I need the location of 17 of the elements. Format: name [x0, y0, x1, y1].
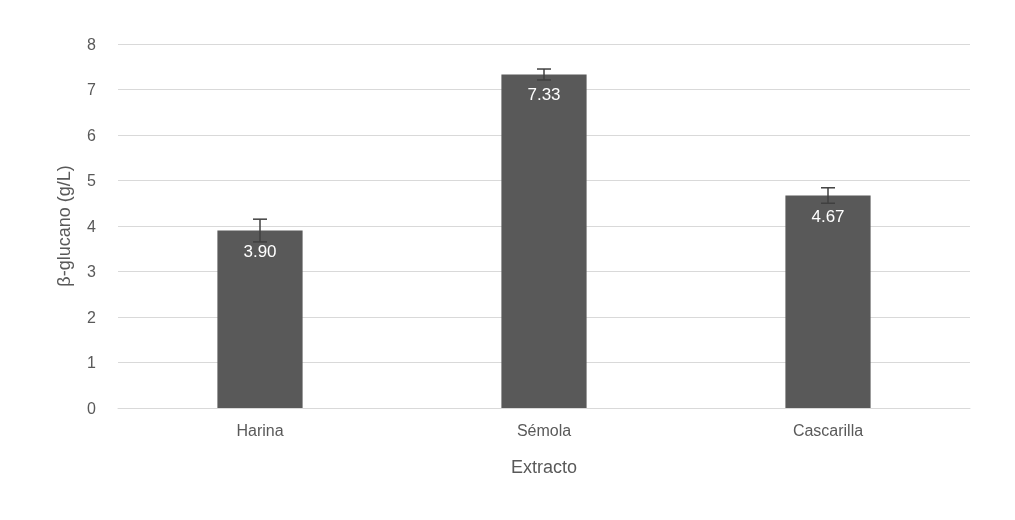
x-tick-label: Sémola: [516, 421, 572, 439]
y-tick-label: 8: [87, 35, 97, 53]
y-tick-label: 3: [87, 263, 97, 280]
x-tick-label: Harina: [236, 421, 284, 439]
x-axis-title: Extracto: [510, 457, 578, 477]
data-label: 7.33: [527, 85, 561, 105]
y-tick-label: 1: [87, 354, 97, 371]
y-axis-title: β-glucano (g/L): [54, 165, 74, 287]
y-tick-label: 4: [87, 217, 97, 235]
y-tick-label: 0: [87, 399, 97, 417]
y-tick-label: 6: [87, 126, 97, 144]
y-tick-label: 7: [87, 81, 97, 98]
y-tick-label: 2: [87, 308, 97, 326]
data-label: 3.90: [243, 241, 277, 261]
data-label: 4.67: [811, 206, 845, 226]
y-tick-label: 5: [87, 172, 97, 189]
x-tick-label: Cascarilla: [792, 421, 864, 439]
